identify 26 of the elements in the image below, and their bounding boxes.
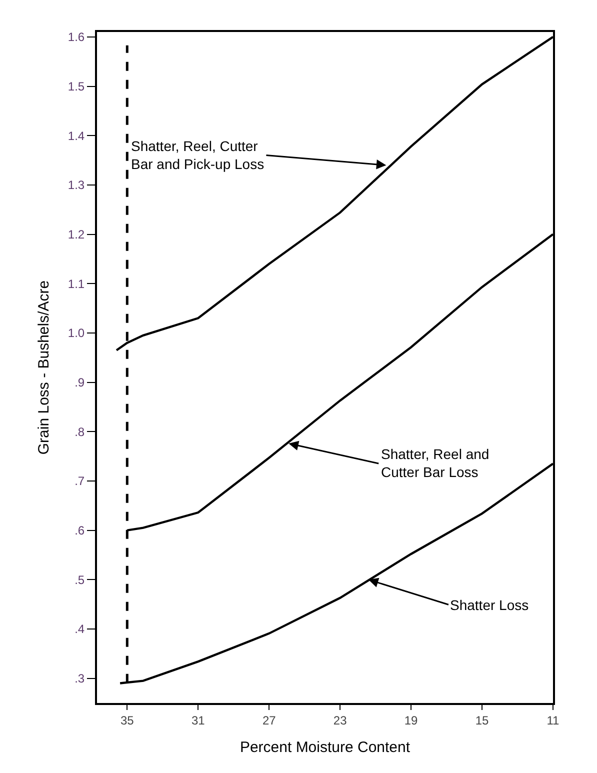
x-tick-label: 19 xyxy=(404,713,418,728)
x-tick-label: 11 xyxy=(546,713,560,728)
x-tick-label: 15 xyxy=(475,713,490,728)
y-tick-label: 1.5 xyxy=(68,79,85,94)
y-tick-label: 1.6 xyxy=(68,30,85,44)
x-tick-label: 27 xyxy=(262,713,276,728)
y-tick-label: 1.3 xyxy=(68,178,85,192)
y-tick-label: .6 xyxy=(74,524,85,538)
annotation: Shatter, Reel, Cutter Bar and Pick-up Loss xyxy=(131,138,264,172)
y-tick-label: .8 xyxy=(74,424,85,439)
y-tick-label: .9 xyxy=(74,376,85,390)
y-tick-label: 1.4 xyxy=(68,128,85,143)
y-tick-label: 1.2 xyxy=(68,227,85,242)
y-tick-label: .3 xyxy=(74,672,85,686)
x-tick-label: 35 xyxy=(120,713,134,728)
y-tick-label: .4 xyxy=(74,622,85,636)
x-axis-title: Percent Moisture Content xyxy=(240,738,411,756)
x-tick-label: 23 xyxy=(333,713,348,728)
annotation: Shatter Loss xyxy=(450,597,529,613)
annotation: Shatter, Reel and Cutter Bar Loss xyxy=(381,446,490,480)
y-tick-label: .5 xyxy=(74,572,85,587)
y-tick-label: 1.0 xyxy=(68,326,85,340)
y-tick-label: .7 xyxy=(74,474,85,488)
y-tick-label: 1.1 xyxy=(68,276,85,291)
y-axis-title: Grain Loss - Bushels/Acre xyxy=(36,280,53,455)
x-tick-label: 31 xyxy=(191,713,206,728)
